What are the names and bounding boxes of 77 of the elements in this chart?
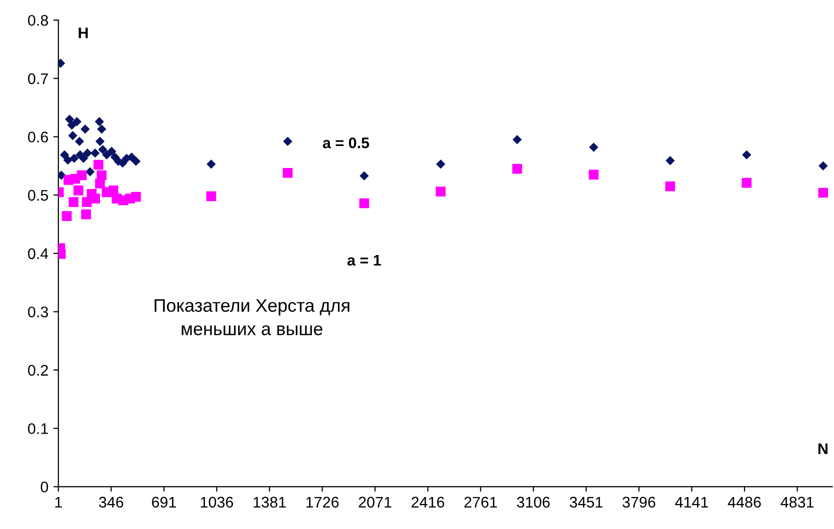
x-tick-label: 3106 [516,496,550,508]
point [90,148,100,158]
point [588,170,599,180]
point [60,150,70,160]
point [81,209,91,220]
point [72,116,82,126]
x-tick-label: 4141 [675,496,708,508]
text: a = 1 [347,255,381,266]
y-axis-title: H [78,28,88,38]
x-axis-title: N [818,444,828,454]
x-tick-label: 691 [152,496,176,508]
x-tick-label: 2071 [358,496,392,508]
point [818,188,828,198]
point [360,171,369,180]
point [78,154,88,163]
x-tick-label: 4486 [728,496,761,508]
point [70,154,79,163]
y-tick-label: 0.8 [28,14,48,26]
point [90,194,100,204]
point [95,136,105,146]
point [67,120,76,130]
point [436,186,446,196]
y-tick-label: 0.7 [28,73,48,84]
point [94,160,104,170]
point [58,170,66,180]
point [74,185,84,196]
point [818,161,828,171]
point [68,130,78,140]
x-tick-label: 2416 [412,496,444,508]
x-tick-label: 346 [99,496,124,508]
x-tick-label: 4831 [780,496,814,508]
x-tick-label: 2761 [464,496,497,508]
y-tick-label: 0.4 [28,248,48,260]
y-tick-label: 0.2 [28,364,48,376]
series-label: a = 0.5 [322,137,370,148]
point [63,155,72,165]
point [512,135,522,144]
point [94,116,104,126]
point [68,197,78,207]
point [589,142,598,152]
x-tick-label: 1036 [200,496,234,508]
x-tick-label: 3796 [622,496,656,508]
point [131,192,141,202]
point [62,211,72,221]
point [206,160,216,169]
point [85,167,95,176]
x-tick-label: 1726 [306,496,339,508]
x-tick-label: 1381 [254,496,286,508]
point [107,146,116,156]
point [118,158,128,168]
point [283,136,292,146]
point [95,178,105,188]
point [512,164,522,174]
point [82,148,92,158]
point [80,124,90,134]
point [436,160,446,169]
point [74,136,84,146]
point [359,198,370,208]
y-tick-label: 0.5 [28,190,48,201]
y-tick-label: 0 [40,482,48,492]
y-tick-label: 0.6 [28,132,48,142]
x-tick-label: 3451 [570,496,602,508]
point [97,124,106,134]
point [282,168,293,178]
y-tick-label: 0.3 [28,306,48,318]
point [131,156,141,166]
point [206,191,216,202]
point [102,150,112,160]
point [98,144,108,154]
point [742,150,752,160]
point [76,170,87,180]
x-tick-label: 1 [55,496,62,508]
annotation: Показатели Херста для меньших a выше [154,299,350,336]
y-tick-label: 0.1 [28,423,48,434]
point [666,156,675,166]
point [742,178,752,188]
point [665,181,676,192]
